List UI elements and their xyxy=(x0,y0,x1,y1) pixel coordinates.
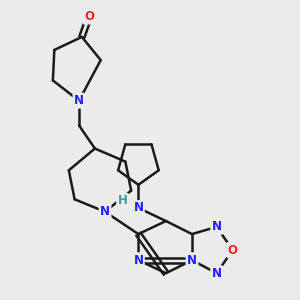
Text: N: N xyxy=(74,94,84,107)
Text: H: H xyxy=(118,194,128,207)
Text: O: O xyxy=(84,10,94,23)
Text: O: O xyxy=(228,244,238,256)
Text: N: N xyxy=(187,254,197,267)
Text: N: N xyxy=(134,202,143,214)
Text: N: N xyxy=(100,205,110,218)
Text: N: N xyxy=(134,254,143,267)
Text: N: N xyxy=(212,220,222,233)
Text: N: N xyxy=(212,267,222,280)
